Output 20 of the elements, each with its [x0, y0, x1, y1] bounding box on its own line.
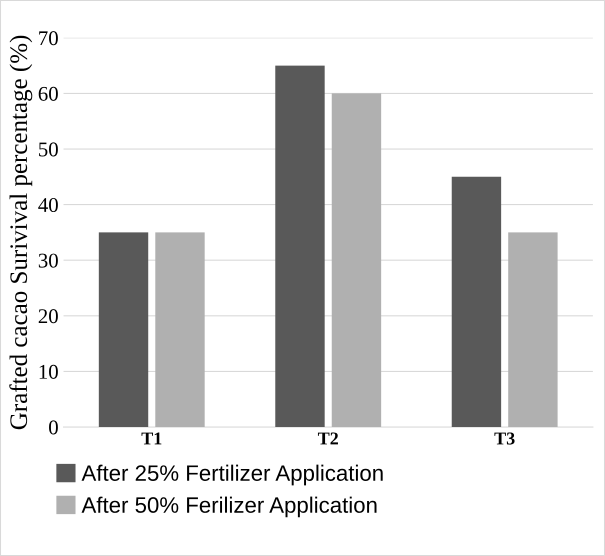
legend-label: After 25% Fertilizer Application: [82, 464, 383, 486]
y-tick-label: 40: [38, 198, 58, 212]
bar: [155, 232, 205, 428]
y-tick-label: 50: [39, 142, 58, 156]
bar: [452, 176, 502, 428]
y-tick-label: 20: [38, 309, 58, 324]
y-tick-label: 70: [39, 31, 58, 46]
y-tick-label: 60: [38, 86, 58, 101]
legend-label: After 50% Ferilizer Application: [82, 496, 376, 518]
bar: [98, 232, 148, 428]
bar: [275, 66, 325, 428]
y-tick-label: 30: [38, 254, 58, 268]
bar: [332, 93, 382, 428]
bar: [508, 232, 558, 428]
x-tick-label: T1: [142, 432, 162, 444]
y-axis-title: Grafted cacao Surivival percentage (%): [9, 36, 32, 430]
y-tick-label: 0: [49, 420, 58, 434]
y-tick-label: 10: [40, 364, 58, 379]
x-tick-label: T3: [494, 432, 515, 445]
x-tick-label: T2: [318, 432, 338, 444]
